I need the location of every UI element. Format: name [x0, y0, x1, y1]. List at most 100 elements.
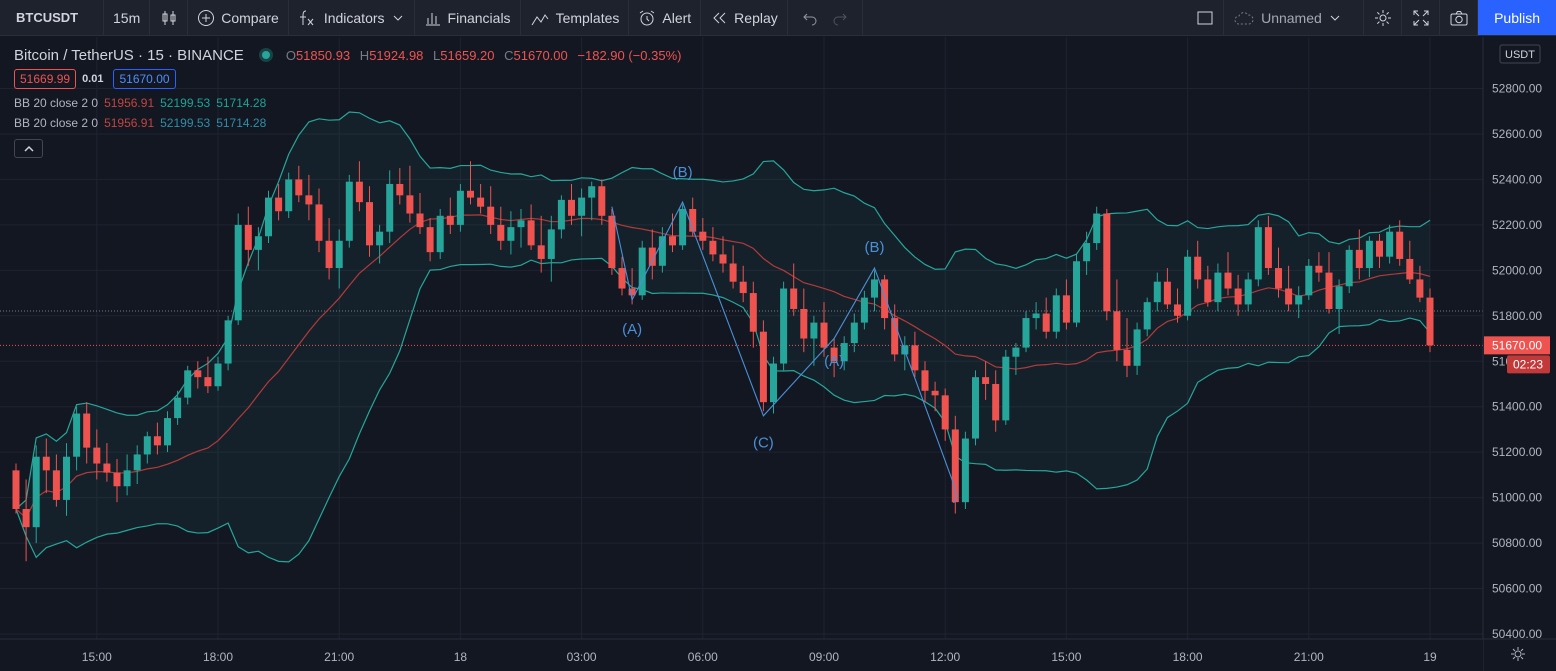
candle-body: [638, 247, 646, 296]
gear-icon: [1514, 650, 1522, 658]
snapshot-button[interactable]: [1440, 0, 1479, 35]
candle: [759, 320, 767, 412]
candle: [1365, 236, 1373, 278]
buy-price-button[interactable]: 51670.00: [113, 69, 176, 89]
candle: [1073, 254, 1080, 328]
candle: [1275, 247, 1282, 298]
candle-body: [689, 208, 697, 232]
candle: [1426, 288, 1434, 353]
ohlc-values: O51850.93 H51924.98 L51659.20 C51670.00 …: [286, 48, 688, 63]
redo-icon[interactable]: [832, 10, 848, 26]
candle-body: [1103, 213, 1111, 312]
candle: [709, 227, 717, 262]
candle-body: [911, 345, 919, 371]
candle: [840, 336, 848, 371]
fullscreen-select-button[interactable]: [1186, 0, 1225, 35]
candle: [1153, 272, 1161, 312]
chart-area[interactable]: (A) (B) (C) (A) (B)) 52800.00 52600.00 52400.0…: [0, 37, 1556, 671]
sell-price-button[interactable]: 51669.99: [14, 69, 77, 89]
candle-body: [1123, 349, 1131, 366]
candle-body: [12, 470, 20, 509]
candle: [143, 431, 151, 464]
candle: [305, 174, 313, 221]
indicators-button[interactable]: Indicators: [289, 0, 415, 35]
candle-body: [477, 197, 485, 207]
candle-body: [1365, 240, 1373, 269]
alarm-clock-icon: [640, 10, 655, 25]
compare-button[interactable]: Compare: [188, 0, 289, 35]
candle: [244, 206, 252, 266]
candle-body: [628, 288, 636, 296]
candle-body: [1032, 313, 1040, 319]
candle: [658, 227, 666, 273]
candle-body: [1093, 213, 1101, 244]
bid-ask-row: 51669.99 0.01 51670.00: [14, 65, 687, 93]
elliott-wave-drawing[interactable]: (A) (B) (C) (A) (B)): [611, 164, 958, 504]
indicator-legend-row[interactable]: BB 20 close 2 0 51956.91 52199.53 51714.…: [14, 113, 687, 133]
candle-body: [547, 229, 555, 259]
plus-circle-icon: [198, 9, 215, 26]
candle-body: [224, 320, 232, 364]
candle: [1103, 208, 1111, 321]
candle: [911, 331, 919, 378]
candle-body: [1234, 288, 1242, 305]
publish-button[interactable]: Publish: [1478, 0, 1556, 35]
high-label: H: [359, 47, 370, 63]
countdown-box: [1507, 355, 1550, 374]
templates-icon: [531, 13, 548, 25]
candle: [1335, 279, 1343, 334]
candle-body: [153, 436, 161, 446]
time-tick-label: 06:00: [688, 650, 718, 664]
candle-body: [52, 470, 60, 500]
layout-menu-button[interactable]: Unnamed: [1224, 0, 1365, 35]
alert-button[interactable]: Alert: [629, 0, 702, 35]
market-open-indicator: [261, 51, 270, 59]
candle-body: [1396, 231, 1404, 259]
candle: [1083, 231, 1091, 275]
candle: [386, 170, 394, 244]
indicator-legend-row[interactable]: BB 20 close 2 0 51956.91 52199.53 51714.…: [14, 93, 687, 113]
candle: [164, 411, 171, 453]
indicator-basis-value: 51956.91: [104, 116, 155, 130]
candle-body: [487, 206, 495, 225]
candle-body: [790, 288, 798, 309]
price-chart[interactable]: (A) (B) (C) (A) (B)) 52800.00 52600.00 52400.0…: [0, 37, 1556, 671]
axis-settings-icon[interactable]: [1511, 647, 1525, 661]
candle: [810, 315, 818, 366]
candle-body: [83, 413, 91, 448]
wave-label: ): [953, 487, 958, 504]
candle-body: [557, 199, 565, 230]
price-tick-label: 51200.00: [1492, 445, 1542, 459]
candle: [800, 288, 808, 353]
candle-body: [174, 397, 182, 419]
replay-button[interactable]: Replay: [701, 0, 788, 35]
candle-body: [265, 197, 272, 237]
candle-body: [22, 508, 30, 528]
symbol-title[interactable]: Bitcoin / TetherUS · 15 · BINANCE: [14, 46, 244, 64]
fullscreen-button[interactable]: [1402, 0, 1441, 35]
candle-body: [608, 215, 616, 269]
candle-body: [305, 195, 313, 205]
candle: [1002, 349, 1010, 425]
undo-icon[interactable]: [802, 10, 818, 26]
candle: [1113, 279, 1121, 362]
collapse-legend-button[interactable]: [14, 139, 43, 158]
candle-body: [1355, 249, 1363, 269]
candle: [679, 204, 687, 250]
indicator-lower-value: 51714.28: [216, 116, 267, 130]
chart-style-button[interactable]: [150, 0, 189, 35]
candle-body: [355, 181, 363, 203]
symbol-search-button[interactable]: BTCUSDT: [0, 0, 104, 35]
settings-button[interactable]: [1364, 0, 1403, 35]
candles-icon: [162, 10, 176, 25]
candle-body: [386, 183, 394, 232]
candle-body: [1174, 304, 1181, 316]
templates-button[interactable]: Templates: [521, 0, 630, 35]
candle-body: [1022, 318, 1030, 348]
interval-button[interactable]: 15m: [104, 0, 151, 35]
financials-button[interactable]: Financials: [415, 0, 521, 35]
candle-body: [1305, 265, 1313, 296]
candle-body: [436, 215, 444, 253]
candle: [669, 213, 676, 253]
candle: [1295, 286, 1303, 319]
